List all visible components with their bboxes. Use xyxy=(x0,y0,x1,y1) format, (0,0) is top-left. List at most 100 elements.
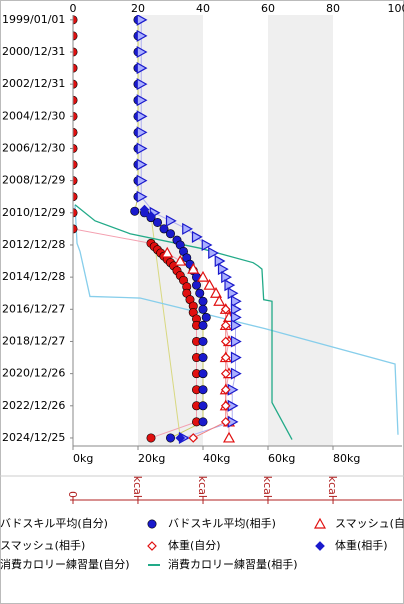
legend-label[interactable]: スマッシュ(相手) xyxy=(0,538,85,552)
marker xyxy=(198,385,208,395)
marker xyxy=(313,517,327,529)
marker xyxy=(188,433,199,443)
marker xyxy=(224,279,236,292)
marker xyxy=(136,62,148,75)
marker xyxy=(139,204,150,215)
marker xyxy=(166,229,176,239)
marker xyxy=(220,352,231,363)
kcal-tick-label: 1357kcal xyxy=(196,448,209,498)
marker xyxy=(214,255,226,268)
marker xyxy=(146,211,156,221)
legend: バドスキル平均(自分) バドスキル平均(相手) スマッシュ(自分) スマッシュ(相手)… xyxy=(0,516,404,571)
marker xyxy=(153,217,163,227)
marker xyxy=(220,368,231,379)
plot xyxy=(73,15,399,444)
marker xyxy=(165,214,177,227)
marker xyxy=(136,94,148,107)
marker xyxy=(136,142,148,155)
y-tick-label: 2000/12/31 xyxy=(2,45,65,58)
marker xyxy=(230,335,242,348)
marker xyxy=(221,271,232,284)
marker xyxy=(230,319,242,332)
marker xyxy=(187,262,200,274)
marker xyxy=(198,369,208,379)
marker xyxy=(136,110,148,123)
marker xyxy=(198,304,208,314)
marker xyxy=(220,384,231,395)
legend-label[interactable]: バドスキル平均(自分) xyxy=(0,517,108,530)
marker xyxy=(147,541,157,551)
kcal-tick-label: 0 xyxy=(66,491,79,498)
marker xyxy=(136,190,148,203)
marker xyxy=(147,519,157,529)
marker xyxy=(220,336,231,347)
legend-label[interactable]: 体重(相手) xyxy=(335,538,388,552)
marker xyxy=(136,78,148,91)
y-tick-label: 2006/12/30 xyxy=(2,141,65,154)
top-tick-label: 40 xyxy=(196,2,210,15)
marker xyxy=(315,541,325,551)
y-tick-label: 2024/12/25 xyxy=(2,431,65,444)
y-tick-label: 2020/12/26 xyxy=(2,367,65,380)
marker xyxy=(198,353,208,363)
kcal-tick-label: 2035kcal xyxy=(261,448,274,498)
marker xyxy=(230,351,242,364)
marker xyxy=(203,278,216,290)
kcal-tick-label: 2714kcal xyxy=(326,448,339,498)
top-tick-label: 80 xyxy=(326,2,340,15)
bottom-tick-label: 60kg xyxy=(268,452,295,465)
marker xyxy=(136,29,148,42)
marker xyxy=(213,295,226,306)
bottom-tick-label: 80kg xyxy=(333,452,360,465)
marker xyxy=(220,400,231,411)
y-tick-label: 2014/12/28 xyxy=(2,270,65,283)
marker xyxy=(201,238,213,251)
bottom-tick-label: 20kg xyxy=(138,452,165,465)
y-tick-label: 2016/12/27 xyxy=(2,302,65,315)
marker xyxy=(198,296,208,306)
marker xyxy=(166,433,176,443)
marker xyxy=(182,222,193,235)
legend-label[interactable]: 消費カロリー練習量(自分) xyxy=(0,557,130,571)
legend-label[interactable]: 消費カロリー練習量(相手) xyxy=(168,557,298,571)
top-tick-label: 60 xyxy=(261,2,275,15)
y-tick-label: 2002/12/31 xyxy=(2,77,65,90)
marker xyxy=(175,433,186,443)
marker xyxy=(136,158,148,171)
marker xyxy=(136,126,148,139)
marker xyxy=(208,246,219,260)
y-tick-label: 2018/12/27 xyxy=(2,334,65,347)
marker xyxy=(195,288,205,298)
marker xyxy=(220,304,231,315)
marker xyxy=(227,287,239,300)
marker xyxy=(196,270,210,282)
marker xyxy=(230,367,242,380)
marker xyxy=(198,401,208,411)
marker xyxy=(209,286,223,298)
y-tick-label: 2022/12/26 xyxy=(2,399,65,412)
marker xyxy=(136,174,148,187)
top-tick-label: 100 xyxy=(388,2,404,15)
bands xyxy=(138,15,333,446)
marker xyxy=(230,303,242,316)
legend-label[interactable]: バドスキル平均(相手) xyxy=(168,516,276,530)
marker xyxy=(159,224,169,234)
marker xyxy=(220,417,231,427)
marker xyxy=(174,254,187,266)
marker xyxy=(136,15,148,26)
marker xyxy=(220,320,231,331)
marker xyxy=(161,246,174,258)
legend-label[interactable]: 体重(自分) xyxy=(168,538,221,552)
marker xyxy=(146,433,156,443)
marker xyxy=(201,312,211,322)
marker xyxy=(230,311,242,324)
marker xyxy=(136,45,148,59)
marker xyxy=(192,280,202,290)
marker xyxy=(198,320,208,330)
marker xyxy=(217,263,229,276)
y-tick-label: 2012/12/28 xyxy=(2,238,65,251)
legend-label[interactable]: スマッシュ(自分) xyxy=(335,517,404,530)
top-tick-label: 20 xyxy=(131,2,145,15)
bottom-tick-label: 0kg xyxy=(73,452,93,465)
